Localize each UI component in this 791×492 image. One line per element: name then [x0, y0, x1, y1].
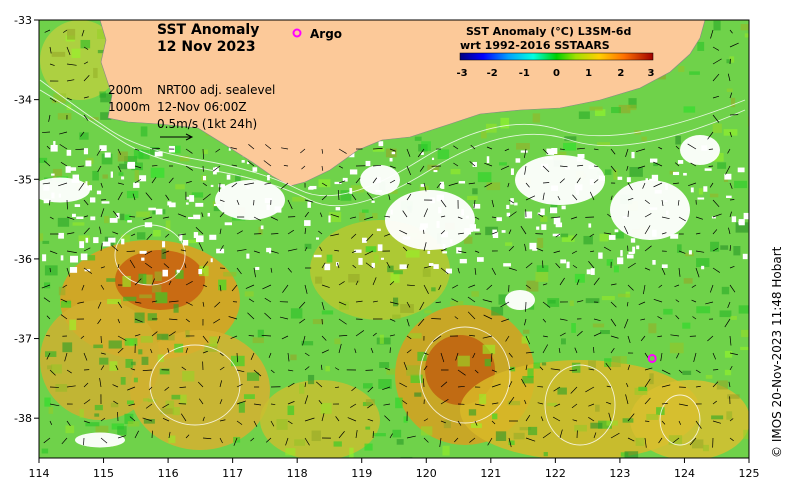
colorbar-tick-2: -1 [519, 68, 530, 79]
x-tick-label-3: 117 [222, 467, 243, 480]
warm-patch [40, 20, 120, 100]
x-tick-label-6: 120 [416, 467, 437, 480]
y-tick-label-4: -37 [14, 333, 32, 346]
colorbar-title-2: wrt 1992-2016 SSTAARS [460, 39, 610, 52]
x-tick-label-1: 115 [93, 467, 114, 480]
argo-float-marker [647, 353, 657, 363]
x-tick-label-4: 118 [287, 467, 308, 480]
x-tick-label-2: 116 [158, 467, 179, 480]
colorbar-title-1: SST Anomaly (°C) L3SM-6d [466, 25, 631, 38]
x-tick-label-7: 121 [480, 467, 501, 480]
y-tick-label-5: -38 [14, 412, 32, 425]
colorbar-tick-6: 3 [648, 68, 655, 79]
contour-1000m-label: 1000m [108, 100, 150, 114]
y-tick-label-3: -36 [14, 253, 32, 266]
warm-patch [630, 380, 749, 458]
warm-patch [260, 380, 380, 458]
colorbar-tick-3: 0 [553, 68, 560, 79]
argo-legend-icon [292, 28, 302, 38]
colorbar [459, 52, 654, 61]
x-tick-label-0: 114 [29, 467, 50, 480]
x-axis: 114 115 116 117 118 119 120 121 122 123 124 125 [29, 458, 760, 480]
contour-200m-label: 200m [108, 83, 143, 97]
scale-label: 0.5m/s (1kt 24h) [157, 117, 257, 131]
credit-text: © IMOS 20-Nov-2023 11:48 Hobart [770, 246, 784, 458]
x-tick-label-11: 125 [739, 467, 760, 480]
scale-arrow [160, 133, 194, 141]
anomaly-patches [39, 20, 749, 458]
y-tick-label-0: -33 [14, 14, 32, 27]
x-tick-label-5: 119 [351, 467, 372, 480]
sealevel-label: NRT00 adj. sealevel [157, 83, 275, 97]
x-tick-label-10: 124 [674, 467, 695, 480]
y-axis: -33 -34 -35 -36 -37 -38 [14, 14, 39, 425]
plot-frame [38, 19, 750, 459]
map-plot-area [39, 20, 749, 458]
x-tick-label-9: 123 [609, 467, 630, 480]
current-vectors [41, 29, 739, 448]
y-tick-label-2: -35 [14, 173, 32, 186]
map-date: 12 Nov 2023 [157, 39, 256, 55]
x-tick-label-8: 122 [545, 467, 566, 480]
colorbar-tick-5: 2 [617, 68, 624, 79]
colorbar-ticks: -3 -2 -1 0 1 2 3 [456, 68, 654, 79]
map-title: SST Anomaly [157, 22, 259, 38]
colorbar-tick-1: -2 [487, 68, 498, 79]
bathymetry-contours [39, 79, 746, 446]
colorbar-tick-4: 1 [585, 68, 592, 79]
time-label: 12-Nov 06:00Z [157, 100, 247, 114]
argo-legend-label: Argo [310, 27, 342, 41]
colorbar-tick-0: -3 [456, 68, 467, 79]
y-tick-label-1: -34 [14, 94, 32, 107]
land-australia [99, 20, 706, 187]
